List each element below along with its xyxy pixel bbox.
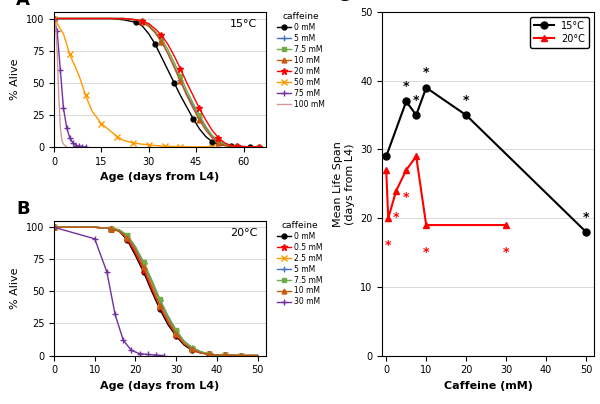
20°C [383, 168, 390, 173]
Text: 15°C: 15°C [230, 19, 257, 29]
20°C [422, 223, 430, 227]
Text: C: C [335, 0, 349, 5]
Text: 20°C: 20°C [230, 227, 257, 238]
X-axis label: Age (days from L4): Age (days from L4) [100, 381, 220, 391]
X-axis label: Age (days from L4): Age (days from L4) [100, 172, 220, 182]
Text: *: * [403, 191, 409, 204]
15°C [403, 99, 410, 104]
15°C [583, 229, 590, 234]
Legend: 15°C, 20°C: 15°C, 20°C [530, 17, 589, 48]
20°C [392, 188, 400, 193]
Text: B: B [16, 200, 29, 218]
Text: *: * [423, 246, 430, 259]
15°C [413, 113, 420, 118]
Y-axis label: % Alive: % Alive [10, 59, 20, 100]
Text: *: * [393, 211, 400, 224]
Text: *: * [385, 239, 391, 252]
15°C [383, 154, 390, 159]
20°C [403, 168, 410, 173]
Text: *: * [463, 94, 469, 107]
X-axis label: Caffeine (mM): Caffeine (mM) [443, 381, 533, 391]
Text: *: * [583, 210, 589, 224]
Text: *: * [503, 246, 509, 259]
Text: A: A [16, 0, 30, 9]
Line: 20°C: 20°C [383, 153, 509, 229]
Y-axis label: % Alive: % Alive [10, 267, 20, 309]
15°C [422, 85, 430, 90]
20°C [385, 216, 392, 221]
Legend: 0 mM, 0.5 mM, 2.5 mM, 5 mM, 7.5 mM, 10 mM, 30 mM: 0 mM, 0.5 mM, 2.5 mM, 5 mM, 7.5 mM, 10 m… [274, 218, 325, 309]
Line: 15°C: 15°C [383, 84, 589, 236]
Y-axis label: Mean Life Span
(days from L4): Mean Life Span (days from L4) [333, 141, 355, 227]
Text: *: * [413, 94, 419, 107]
Text: *: * [423, 66, 430, 80]
Text: *: * [403, 80, 409, 93]
20°C [502, 223, 509, 227]
Legend: 0 mM, 5 mM, 7.5 mM, 10 mM, 20 mM, 50 mM, 75 mM, 100 mM: 0 mM, 5 mM, 7.5 mM, 10 mM, 20 mM, 50 mM,… [274, 9, 328, 112]
15°C [463, 113, 470, 118]
20°C [413, 154, 420, 159]
